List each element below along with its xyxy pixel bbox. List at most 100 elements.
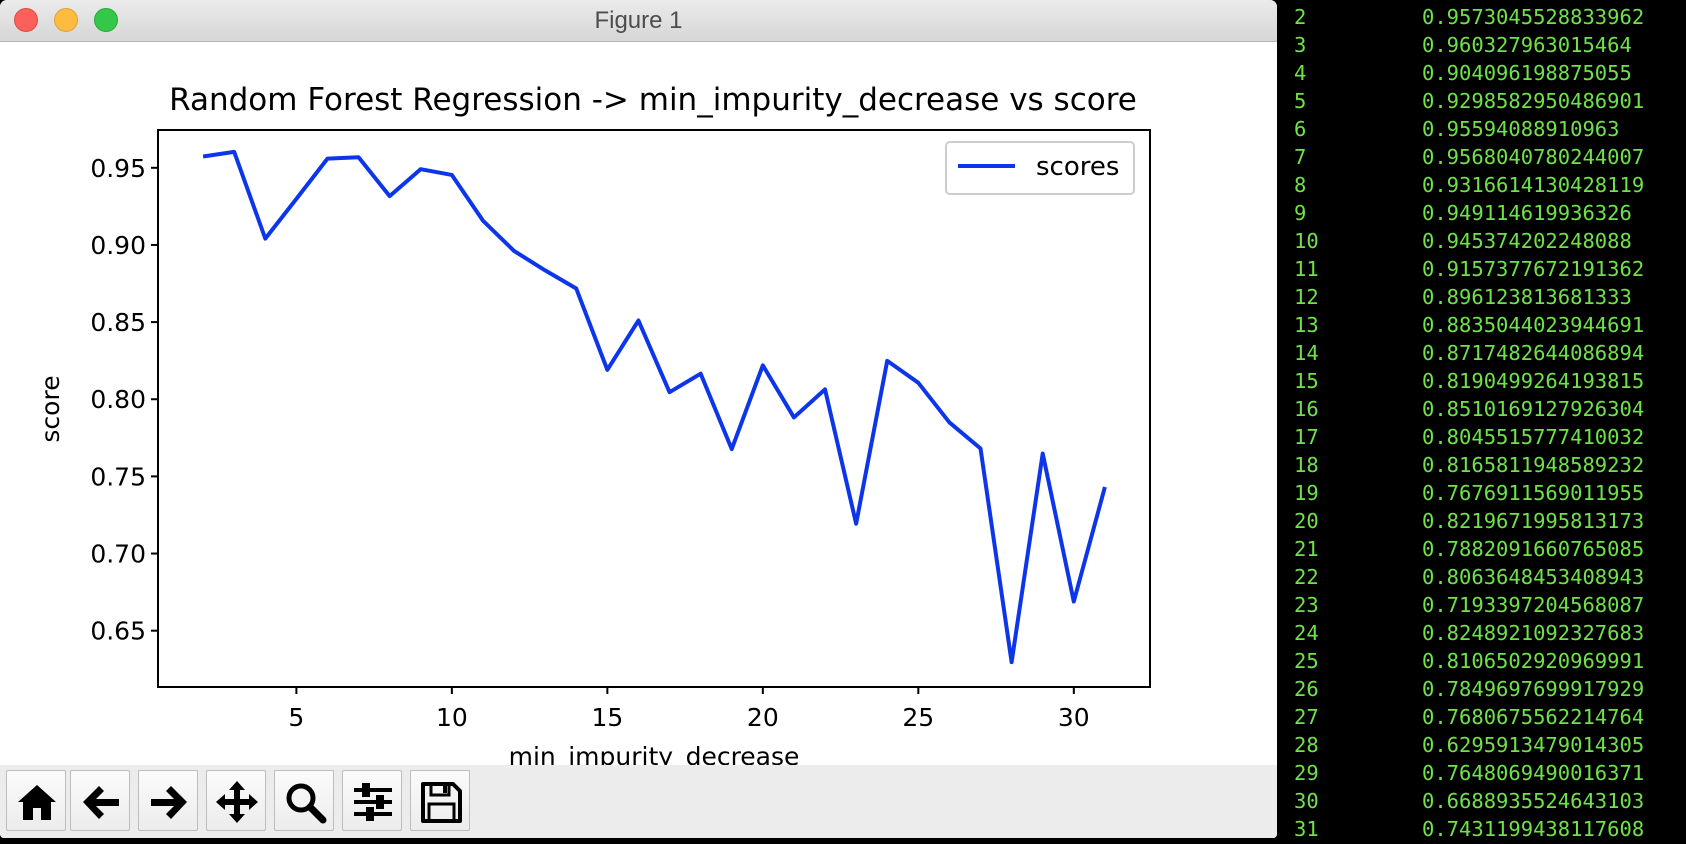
terminal-line-value: 0.95594088910963: [1422, 117, 1620, 141]
legend-label-scores: scores: [1036, 152, 1119, 182]
terminal-line-number: 5: [1294, 89, 1307, 113]
x-tick-label: 25: [902, 703, 934, 732]
terminal-line-value: 0.9568040780244007: [1422, 145, 1645, 169]
terminal-line-value: 0.6688935524643103: [1422, 789, 1645, 813]
terminal-line-number: 25: [1294, 649, 1319, 673]
terminal-line-value: 0.8106502920969991: [1422, 649, 1645, 673]
x-tick-label: 5: [288, 703, 304, 732]
terminal-line-number: 3: [1294, 33, 1307, 57]
arrow-left-icon: [83, 786, 119, 819]
search-icon: [286, 783, 327, 824]
y-tick-label: 0.85: [90, 308, 146, 337]
terminal-line-value: 0.9316614130428119: [1422, 173, 1645, 197]
terminal-line-number: 21: [1294, 537, 1319, 561]
terminal-line-number: 29: [1294, 761, 1319, 785]
terminal-line-value: 0.9298582950486901: [1422, 89, 1645, 113]
terminal-line-value: 0.7648069490016371: [1422, 761, 1645, 785]
home-icon: [18, 785, 56, 820]
terminal-line-number: 16: [1294, 397, 1319, 421]
x-tick-label: 10: [436, 703, 468, 732]
arrow-right-icon: [151, 786, 187, 819]
x-tick-label: 15: [591, 703, 623, 732]
save-button[interactable]: [410, 770, 470, 831]
terminal-line-number: 13: [1294, 313, 1319, 337]
move-icon: [216, 781, 258, 823]
terminal-line-value: 0.8190499264193815: [1422, 369, 1645, 393]
terminal-line-number: 23: [1294, 593, 1319, 617]
terminal-line-number: 10: [1294, 229, 1319, 253]
x-axis-ticks: 5 10 15 20 25 30: [288, 687, 1090, 732]
x-tick-label: 20: [747, 703, 779, 732]
terminal-line-number: 20: [1294, 509, 1319, 533]
terminal-line-value: 0.8063648453408943: [1422, 565, 1645, 589]
terminal-line-number: 8: [1294, 173, 1307, 197]
terminal-line-value: 0.7680675562214764: [1422, 705, 1645, 729]
figure-window: Figure 1 Random Forest Regression -> min…: [0, 0, 1277, 838]
terminal-line-value: 0.7431199438117608: [1422, 817, 1645, 841]
terminal-line-value: 0.9157377672191362: [1422, 257, 1645, 281]
y-tick-label: 0.80: [90, 385, 146, 414]
zoom-tool-button[interactable]: [274, 770, 334, 831]
terminal-line-value: 0.960327963015464: [1422, 33, 1632, 57]
x-axis-label: min_impurity_decrease: [509, 742, 800, 765]
terminal-line-number: 4: [1294, 61, 1307, 85]
forward-button[interactable]: [138, 770, 198, 831]
terminal-line-value: 0.7882091660765085: [1422, 537, 1645, 561]
terminal-line-value: 0.8165811948589232: [1422, 453, 1645, 477]
terminal-line-number: 2: [1294, 5, 1307, 29]
terminal-line-number: 15: [1294, 369, 1319, 393]
terminal-line-number: 30: [1294, 789, 1319, 813]
y-axis-label: score: [36, 375, 65, 442]
y-tick-label: 0.70: [90, 540, 146, 569]
terminal-line-value: 0.8835044023944691: [1422, 313, 1645, 337]
terminal-line-value: 0.9573045528833962: [1422, 5, 1645, 29]
terminal-line-value: 0.945374202248088: [1422, 229, 1632, 253]
y-tick-label: 0.75: [90, 462, 146, 491]
minimize-button[interactable]: [54, 8, 78, 32]
terminal-line-number: 7: [1294, 145, 1307, 169]
figure-canvas[interactable]: Random Forest Regression -> min_impurity…: [0, 42, 1277, 765]
terminal-line-number: 17: [1294, 425, 1319, 449]
save-icon: [421, 782, 462, 823]
terminal-line-number: 12: [1294, 285, 1319, 309]
terminal-line-number: 31: [1294, 817, 1319, 841]
terminal-line-value: 0.6295913479014305: [1422, 733, 1645, 757]
legend: scores: [945, 141, 1135, 195]
plot-area: [157, 129, 1151, 688]
terminal-line-number: 22: [1294, 565, 1319, 589]
configure-subplots-button[interactable]: [342, 770, 402, 831]
terminal-line-number: 18: [1294, 453, 1319, 477]
terminal-line-number: 27: [1294, 705, 1319, 729]
terminal-line-value: 0.8510169127926304: [1422, 397, 1645, 421]
terminal-line-value: 0.7193397204568087: [1422, 593, 1645, 617]
y-axis-ticks: 0.65 0.70 0.75 0.80 0.85 0.90 0.95: [90, 154, 158, 646]
y-tick-label: 0.95: [90, 154, 146, 183]
window-title: Figure 1: [594, 7, 683, 34]
terminal-line-number: 9: [1294, 201, 1307, 225]
terminal-line-number: 24: [1294, 621, 1319, 645]
terminal-line-value: 0.8248921092327683: [1422, 621, 1645, 645]
back-button[interactable]: [70, 770, 130, 831]
y-tick-label: 0.65: [90, 617, 146, 646]
terminal-line-value: 0.904096198875055: [1422, 61, 1632, 85]
terminal-line-number: 11: [1294, 257, 1319, 281]
home-button[interactable]: [6, 770, 66, 831]
series-lines: [202, 149, 1107, 665]
chart-title: Random Forest Regression -> min_impurity…: [169, 82, 1137, 118]
zoom-button[interactable]: [94, 8, 118, 32]
pan-button[interactable]: [206, 770, 266, 831]
y-tick-label: 0.90: [90, 231, 146, 260]
terminal-line-value: 0.896123813681333: [1422, 285, 1632, 309]
terminal-line-number: 19: [1294, 481, 1319, 505]
close-button[interactable]: [14, 8, 38, 32]
terminal-line-number: 14: [1294, 341, 1319, 365]
terminal-line-value: 0.7676911569011955: [1422, 481, 1645, 505]
terminal-line-value: 0.8045515777410032: [1422, 425, 1645, 449]
title-bar[interactable]: Figure 1: [0, 0, 1277, 42]
terminal-line-number: 6: [1294, 117, 1307, 141]
terminal-line-number: 26: [1294, 677, 1319, 701]
line-chart: Random Forest Regression -> min_impurity…: [36, 82, 1151, 765]
series-line-scores: [202, 149, 1107, 665]
terminal-line-value: 0.8717482644086894: [1422, 341, 1645, 365]
x-tick-label: 30: [1058, 703, 1090, 732]
